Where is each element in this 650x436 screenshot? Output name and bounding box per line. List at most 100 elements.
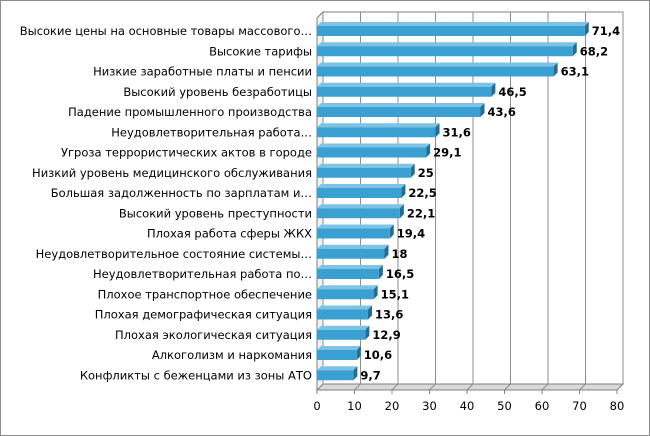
category-label: Плохая демографическая ситуация	[95, 308, 312, 322]
bar	[317, 289, 374, 300]
bar-side	[368, 305, 372, 320]
bar	[317, 228, 390, 239]
bar-top	[317, 103, 485, 107]
category-label: Высокий уровень преступности	[119, 206, 312, 220]
bar-side	[378, 265, 383, 279]
value-label: 22,5	[408, 186, 436, 200]
x-tick-label: 30	[422, 399, 437, 413]
bar-top	[317, 184, 406, 188]
category-label: Падение промышленного производства	[68, 105, 312, 119]
bar-side	[384, 244, 389, 259]
value-label: 9,7	[360, 368, 380, 382]
bar-top	[317, 325, 370, 330]
bar-side	[572, 42, 577, 57]
value-label: 16,5	[386, 267, 414, 281]
gridline-floor	[429, 383, 436, 391]
value-label: 46,5	[498, 85, 526, 99]
value-label: 10,6	[364, 348, 392, 362]
gridline-floor	[616, 383, 624, 391]
bar	[317, 208, 400, 219]
bar-top	[317, 123, 440, 128]
category-label: Низкие заработные платы и пенсии	[93, 65, 312, 79]
bar-top	[317, 82, 496, 87]
bar	[317, 167, 411, 178]
category-label: Низкий уровень медицинского обслуживания	[32, 166, 312, 180]
bar-top	[317, 62, 558, 67]
category-label: Высокие тарифы	[209, 44, 312, 58]
bar-side	[426, 143, 431, 158]
bar-top	[317, 265, 383, 269]
gridline-floor	[579, 383, 586, 391]
category-label: Неудовлетворительное состояние системы…	[36, 247, 312, 261]
gridline-floor	[354, 383, 361, 391]
x-tick-label: 40	[460, 399, 475, 413]
value-label: 13,6	[375, 308, 403, 322]
bar	[317, 46, 573, 57]
x-tick-label: 70	[572, 399, 587, 413]
bar-top	[317, 143, 431, 148]
bar-top	[317, 244, 389, 249]
bar	[317, 127, 436, 138]
value-label: 19,4	[397, 227, 425, 241]
bar	[317, 86, 492, 97]
category-label: Плохое транспортное обеспечение	[98, 287, 312, 301]
bar	[317, 269, 379, 279]
bar	[317, 309, 368, 320]
bar	[317, 26, 585, 36]
x-tick-label: 60	[535, 399, 550, 413]
value-label: 22,1	[407, 206, 435, 220]
category-label: Алкоголизм и наркомания	[152, 348, 312, 362]
value-label: 25	[418, 166, 434, 180]
value-label: 18	[392, 247, 408, 261]
value-label: 29,1	[433, 146, 461, 160]
category-label: Высокий уровень безработицы	[123, 85, 312, 99]
category-label: Неудовлетворительная работа…	[111, 125, 312, 139]
value-label: 63,1	[561, 65, 589, 79]
bar-side	[389, 224, 394, 239]
x-tick-label: 0	[313, 399, 320, 413]
gridline-floor	[391, 383, 399, 391]
bar	[317, 248, 385, 259]
bar-side	[401, 184, 406, 198]
bar-side	[553, 62, 558, 77]
bar-side	[373, 285, 378, 300]
bar	[317, 66, 554, 77]
bar-side	[584, 22, 589, 36]
bar-side	[356, 346, 361, 360]
value-label: 31,6	[443, 125, 471, 139]
bar-side	[480, 103, 485, 117]
x-tick-label: 20	[385, 399, 400, 413]
bar	[317, 107, 481, 117]
gridline-floor	[316, 383, 324, 391]
x-tick-label: 80	[610, 399, 625, 413]
value-label: 71,4	[592, 24, 620, 38]
category-label: Конфликты с беженцами из зоны АТО	[80, 368, 312, 382]
bar-top	[317, 305, 372, 310]
category-label: Плохая работа сферы ЖКХ	[147, 227, 312, 241]
bar	[317, 370, 354, 381]
bar-side	[399, 204, 404, 219]
bar	[317, 188, 402, 198]
value-label: 68,2	[580, 44, 608, 58]
bar-top	[317, 285, 378, 290]
bar-side	[410, 163, 415, 178]
value-label: 15,1	[381, 287, 409, 301]
bar-top	[317, 346, 361, 350]
category-label: Высокие цены на основные товары массовог…	[20, 24, 312, 38]
bar	[317, 147, 427, 158]
value-label: 12,9	[372, 328, 400, 342]
bar-top	[317, 224, 394, 229]
bar-side	[491, 82, 496, 97]
bar-top	[317, 204, 404, 209]
category-label: Плохая экологическая ситуация	[115, 328, 312, 342]
bar-top	[317, 22, 589, 26]
gridline-floor	[541, 383, 549, 391]
bar-top	[317, 366, 358, 371]
category-label: Большая задолженность по зарплатам и…	[51, 186, 312, 200]
bar-side	[353, 366, 358, 381]
x-tick-label: 10	[347, 399, 362, 413]
bar-top	[317, 163, 415, 168]
x-tick-label: 50	[497, 399, 512, 413]
category-label: Неудовлетворительная работа по…	[93, 267, 312, 281]
